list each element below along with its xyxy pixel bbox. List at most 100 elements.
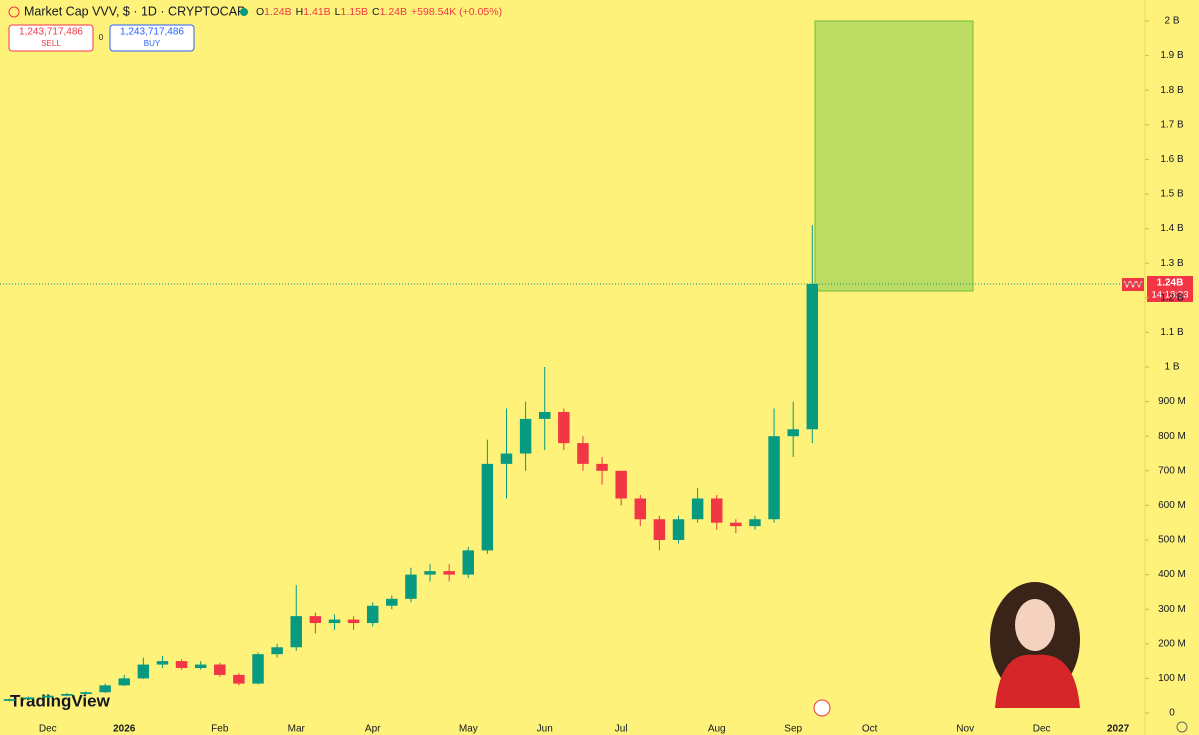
y-tick-label: 500 M [1158,535,1186,546]
x-tick-label: Aug [708,724,726,735]
candle-body [443,571,455,575]
candle-body [309,616,322,624]
candle-body [80,692,92,694]
candle-body [271,647,283,655]
y-tick-label: 600 M [1158,500,1186,511]
y-tick-label: 1.1 B [1160,327,1184,338]
candle-body [424,571,436,575]
symbol-tag-text: VVV [1124,279,1142,289]
x-tick-label: Feb [211,724,229,735]
y-tick-label: 700 M [1158,465,1186,476]
candle-body [806,283,819,430]
candle-body [462,550,474,575]
y-tick-label: 1.8 B [1160,85,1184,96]
candle-body [386,598,398,606]
y-tick-label: 300 M [1158,604,1186,615]
candle-body [61,693,73,696]
status-dot [240,8,248,16]
x-tick-label: Oct [862,724,878,735]
candle-body [118,678,130,686]
symbol-title[interactable]: Market Cap VVV, $ · 1D · CRYPTOCAP [24,4,245,18]
candle-body [538,411,551,419]
candle-body [175,661,188,669]
y-tick-label: 400 M [1158,569,1186,580]
o-value: 1.24B [264,6,291,18]
candle-body [290,616,302,648]
candle-body [366,605,379,624]
avatar [990,582,1080,708]
ohlc: O1.24B H1.41B L1.15B C1.24B +598.54K (+0.05%… [256,6,502,18]
y-tick-label: 1.9 B [1160,50,1184,61]
candle-body [3,699,16,701]
y-tick-label: 900 M [1158,396,1186,407]
x-tick-label: Sep [784,724,802,735]
symbol-icon [8,6,20,18]
candle-body [577,443,589,464]
x-tick-label: Apr [365,724,381,735]
spread: 0 [99,33,104,42]
x-tick-label: Mar [288,724,306,735]
price-tag [1147,276,1193,302]
y-tick-label: 100 M [1158,673,1186,684]
candle-body [42,695,54,698]
symbol-tag [1122,278,1144,291]
y-tick-label: 1.4 B [1160,223,1184,234]
candle-body [252,654,264,684]
price-tag-value: 1.24B [1157,278,1184,289]
settings-icon[interactable] [1176,721,1188,733]
candle-body [481,463,494,551]
x-tick-label: May [459,724,478,735]
candle-body [22,697,35,700]
y-tick-label: 200 M [1158,638,1186,649]
candle-body [711,498,723,523]
candle-body [519,418,532,454]
y-tick-label: 1.5 B [1160,189,1184,200]
y-tick-label: 1.3 B [1160,258,1184,269]
h-label: H [296,6,304,18]
y-tick-label: 1.6 B [1160,154,1184,165]
event-icon[interactable] [813,699,831,717]
sell-button[interactable] [8,24,94,52]
x-tick-label: Jul [615,724,628,735]
l-label: L [335,6,341,18]
y-tick-label: 2 B [1164,16,1179,27]
logo[interactable]: TradingView [10,691,111,710]
change: +598.54K (+0.05%) [411,6,502,18]
candle-body [156,661,169,665]
candle-body [672,519,685,540]
l-value: 1.15B [341,6,368,18]
candle-body [596,463,608,471]
candle-body [730,522,742,527]
countdown: 14:18:33 [1152,290,1189,301]
c-value: 1.24B [380,6,407,18]
sell-label: SELL [41,39,61,48]
y-tick-label: 1.7 B [1160,119,1184,130]
position-tool[interactable] [814,20,974,292]
h-value: 1.41B [303,6,330,18]
candle-body [749,519,761,527]
candle-body [405,574,417,599]
candle-body [500,453,513,464]
candle-body [634,498,647,520]
x-tick-label: Dec [39,724,57,735]
candle-body [347,619,360,624]
buy-price: 1,243,717,486 [120,27,184,38]
x-tick-label: 2027 [1107,724,1130,735]
y-tick-label: 1 B [1164,362,1179,373]
candle-body [691,498,704,520]
candle-body [768,436,780,520]
c-label: C [372,6,380,18]
candle-body [137,664,150,679]
y-tick-label: 0 [1169,708,1175,719]
candle-body [233,674,245,684]
candle-body [615,470,627,499]
candle-body [214,664,226,675]
candle-body [787,429,799,437]
candle-body [558,411,570,444]
candle-body [653,519,666,540]
x-tick-label: Nov [956,724,974,735]
x-tick-label: 2026 [113,724,136,735]
candle-body [99,685,111,693]
buy-button[interactable] [109,24,195,52]
